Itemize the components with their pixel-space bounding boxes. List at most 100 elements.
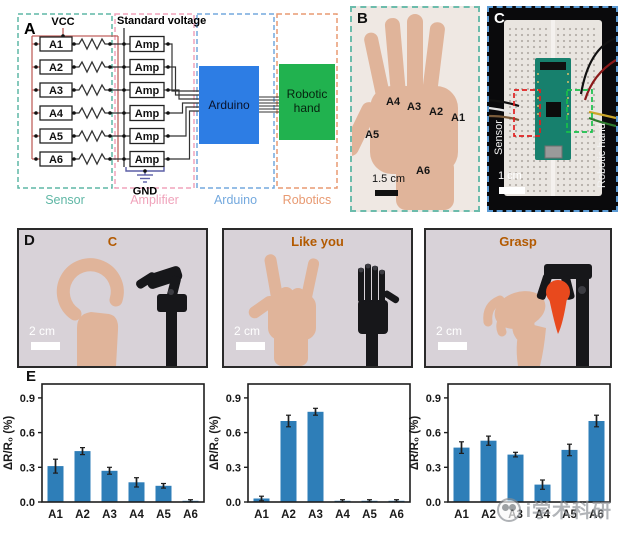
gesture-scene — [248, 254, 400, 366]
grasped-object — [546, 280, 570, 334]
sensor-channel-label: A6 — [49, 154, 63, 166]
svg-text:A1: A1 — [254, 509, 269, 521]
svg-text:A3: A3 — [102, 509, 117, 521]
section-label-amplifier: Amplifier — [130, 193, 179, 207]
annotation-a1: A1 — [451, 112, 466, 124]
scale-label: 2 cm — [234, 324, 261, 338]
scale-label: 2 cm — [29, 324, 56, 338]
watermark: i学术科研 — [496, 496, 612, 523]
scale-bar — [375, 190, 398, 196]
vcc-label: VCC — [51, 16, 74, 28]
sensor-section-box — [17, 13, 113, 189]
amplifier-rows: Amp Amp Amp Amp Amp Amp — [129, 35, 199, 168]
gesture-title: Like you — [291, 234, 344, 249]
annotation-a3: A3 — [407, 101, 422, 113]
svg-text:A2: A2 — [281, 509, 296, 521]
svg-text:0.6: 0.6 — [226, 428, 241, 440]
amp-label: Amp — [135, 85, 160, 97]
gesture-title: C — [107, 234, 118, 249]
bar-chart-gesture-like-you: A1 A2 A3 A4 A5 A6 0.0 0.3 0.6 0.9 ΔR/R₀ (%) — [204, 372, 414, 530]
svg-text:0.0: 0.0 — [20, 497, 35, 509]
svg-text:ΔR/R₀ (%): ΔR/R₀ (%) — [409, 416, 421, 471]
svg-text:A1: A1 — [454, 509, 469, 521]
scale-bar — [438, 342, 467, 350]
svg-text:0.0: 0.0 — [226, 497, 241, 509]
robotic-hand-box — [279, 64, 335, 140]
svg-text:ΔR/R₀ (%): ΔR/R₀ (%) — [3, 416, 15, 471]
svg-text:A5: A5 — [156, 509, 171, 521]
amp-output-wires — [164, 43, 199, 160]
svg-text:0.3: 0.3 — [426, 462, 441, 474]
watermark-logo-icon — [496, 497, 521, 522]
amp-label: Amp — [135, 131, 160, 143]
sensor-channel-label: A2 — [49, 62, 63, 74]
robotic-side-label: Robotic hand — [596, 123, 608, 188]
svg-text:A4: A4 — [335, 509, 350, 521]
svg-text:0.0: 0.0 — [426, 497, 441, 509]
gesture-photo-grasp: Grasp 2 cm — [424, 228, 612, 368]
panel-d-label: D — [24, 232, 35, 249]
scale-bar — [31, 342, 60, 350]
svg-text:A5: A5 — [562, 509, 577, 521]
human-hand-illustration — [248, 254, 320, 366]
scale-label: 1.5 cm — [372, 173, 406, 185]
amplifier-section-box — [114, 13, 195, 189]
svg-text:A2: A2 — [481, 509, 496, 521]
svg-text:A6: A6 — [389, 509, 404, 521]
svg-text:0.6: 0.6 — [20, 428, 35, 440]
sensor-wires-highlight-box — [513, 89, 541, 137]
arduino-robotic-wires — [259, 96, 279, 113]
svg-text:A6: A6 — [589, 509, 604, 521]
sensor-channel-label: A1 — [49, 39, 63, 51]
robotic-wires-highlight-box — [566, 89, 593, 133]
watermark-text: i学术科研 — [525, 501, 612, 522]
gesture-scene — [483, 264, 592, 366]
svg-text:ΔR/R₀ (%): ΔR/R₀ (%) — [209, 416, 221, 471]
svg-text:0.9: 0.9 — [20, 393, 35, 405]
gesture-scene — [56, 258, 187, 366]
scale-label: 1 cm — [498, 170, 522, 182]
svg-text:A1: A1 — [48, 509, 63, 521]
panel-c-breadboard-photo: C Sensor Robotic hand 1 cm — [487, 6, 618, 212]
arduino-section-box — [196, 13, 275, 189]
sensor-channel-label: A4 — [49, 108, 64, 120]
svg-text:0.9: 0.9 — [426, 393, 441, 405]
hand-illustration — [342, 14, 458, 210]
svg-text:A4: A4 — [129, 509, 144, 521]
panel-b-label: B — [357, 10, 368, 27]
svg-text:0.3: 0.3 — [20, 462, 35, 474]
scale-bar — [499, 187, 525, 194]
annotation-a2: A2 — [429, 106, 444, 118]
svg-text:A6: A6 — [183, 509, 198, 521]
svg-text:A5: A5 — [362, 509, 377, 521]
robotic-hand-box-label-2: hand — [294, 101, 321, 115]
panel-b-hand-photo: B A4 A3 A2 A1 A5 A6 1.5 cm — [342, 6, 480, 212]
svg-text:0.6: 0.6 — [426, 428, 441, 440]
sensor-rows: A1 A2 A3 A4 A5 A6 — [34, 36, 130, 167]
robotic-hand-illustration — [136, 266, 187, 366]
robotics-section-box — [276, 13, 338, 189]
human-hand-illustration — [56, 258, 124, 366]
robotic-hand-illustration — [536, 264, 592, 366]
breadboard-illustration — [488, 20, 617, 196]
panel-c-label: C — [494, 10, 505, 27]
arduino-box — [199, 66, 259, 144]
robotic-hand-box-label-1: Robotic — [287, 87, 328, 101]
gesture-photo-like-you: Like you 2 cm — [222, 228, 413, 368]
arduino-nano-board — [535, 58, 571, 160]
section-label-robotics: Robotics — [283, 193, 332, 207]
annotation-a5: A5 — [365, 129, 380, 141]
scale-label: 2 cm — [436, 324, 463, 338]
sensor-channel-label: A5 — [49, 131, 63, 143]
standard-voltage-label: Standard voltage — [117, 15, 206, 27]
panel-a-label: A — [24, 21, 36, 38]
svg-text:A2: A2 — [75, 509, 90, 521]
sensor-channel-label: A3 — [49, 85, 63, 97]
bar-chart-gesture-c: A1 A2 A3 A4 A5 A6 0.0 0.3 0.6 0.9 ΔR/R₀ (%) — [0, 372, 208, 530]
gnd-label: GND — [133, 186, 158, 198]
sensor-side-label: Sensor — [493, 120, 505, 155]
svg-text:0.9: 0.9 — [226, 393, 241, 405]
human-hand-illustration — [483, 291, 546, 366]
gesture-title: Grasp — [499, 234, 537, 249]
